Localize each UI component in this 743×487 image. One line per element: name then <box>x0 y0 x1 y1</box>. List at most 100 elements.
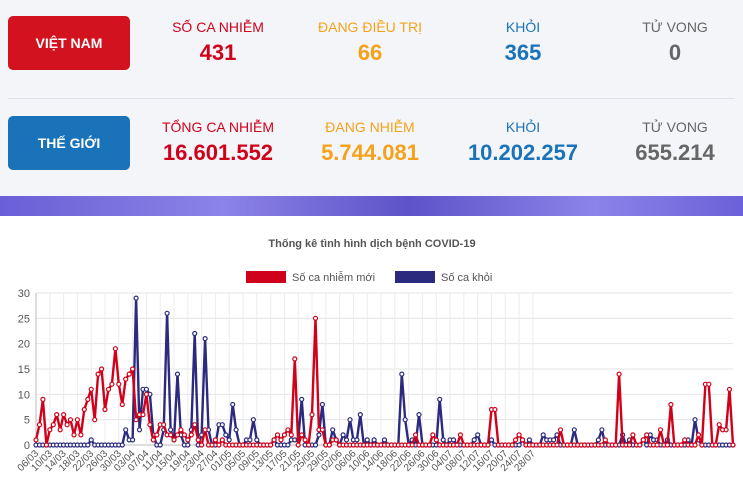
data-point-recovered[interactable] <box>164 310 170 316</box>
data-point-new-cases[interactable] <box>309 412 315 418</box>
data-point-new-cases[interactable] <box>509 442 515 448</box>
data-point-new-cases[interactable] <box>195 437 201 443</box>
data-point-new-cases[interactable] <box>692 442 698 448</box>
data-point-new-cases[interactable] <box>188 432 194 438</box>
data-point-new-cases[interactable] <box>292 356 298 362</box>
world-button[interactable]: THẾ GIỚI <box>8 116 130 170</box>
data-point-recovered[interactable] <box>371 437 377 443</box>
data-point-new-cases[interactable] <box>154 432 160 438</box>
data-point-new-cases[interactable] <box>81 406 87 413</box>
data-point-recovered[interactable] <box>133 295 139 301</box>
data-point-new-cases[interactable] <box>216 442 222 448</box>
data-point-recovered[interactable] <box>123 427 129 433</box>
data-point-recovered[interactable] <box>223 432 229 438</box>
data-point-recovered[interactable] <box>136 427 143 433</box>
data-point-recovered[interactable] <box>250 417 256 423</box>
data-point-new-cases[interactable] <box>185 437 191 443</box>
data-point-new-cases[interactable] <box>426 442 432 448</box>
data-point-recovered[interactable] <box>450 437 457 443</box>
data-point-new-cases[interactable] <box>413 432 419 438</box>
data-point-recovered[interactable] <box>285 442 291 448</box>
data-point-recovered[interactable] <box>219 422 225 428</box>
data-point-recovered[interactable] <box>85 442 91 448</box>
data-point-new-cases[interactable] <box>57 427 63 433</box>
data-point-new-cases[interactable] <box>74 417 81 423</box>
data-point-new-cases[interactable] <box>40 396 46 402</box>
data-point-new-cases[interactable] <box>640 437 646 443</box>
data-point-new-cases[interactable] <box>668 401 674 408</box>
data-point-new-cases[interactable] <box>278 437 284 443</box>
data-point-new-cases[interactable] <box>143 391 149 397</box>
data-point-recovered[interactable] <box>599 427 605 433</box>
data-point-new-cases[interactable] <box>302 437 308 443</box>
data-point-recovered[interactable] <box>571 427 577 433</box>
data-point-new-cases[interactable] <box>36 422 43 428</box>
data-point-new-cases[interactable] <box>33 437 39 443</box>
data-point-new-cases[interactable] <box>123 376 129 382</box>
data-point-new-cases[interactable] <box>126 371 132 377</box>
data-point-recovered[interactable] <box>516 442 522 448</box>
data-point-new-cases[interactable] <box>274 432 281 438</box>
data-point-recovered[interactable] <box>330 427 336 433</box>
data-point-recovered[interactable] <box>185 442 191 448</box>
data-point-recovered[interactable] <box>440 437 446 443</box>
data-point-new-cases[interactable] <box>630 432 636 438</box>
data-point-new-cases[interactable] <box>716 422 722 428</box>
data-point-recovered[interactable] <box>312 442 319 448</box>
data-point-new-cases[interactable] <box>492 406 498 413</box>
data-point-new-cases[interactable] <box>199 442 205 448</box>
data-point-recovered[interactable] <box>119 442 125 448</box>
data-point-new-cases[interactable] <box>664 442 671 448</box>
data-point-new-cases[interactable] <box>654 442 660 448</box>
data-point-new-cases[interactable] <box>92 417 98 423</box>
data-point-recovered[interactable] <box>130 437 136 443</box>
data-point-new-cases[interactable] <box>713 442 719 448</box>
data-point-new-cases[interactable] <box>485 442 491 448</box>
data-point-new-cases[interactable] <box>616 371 622 377</box>
data-point-new-cases[interactable] <box>433 437 439 443</box>
data-point-new-cases[interactable] <box>109 381 115 387</box>
data-point-recovered[interactable] <box>347 417 353 423</box>
data-point-recovered[interactable] <box>381 437 388 443</box>
data-point-new-cases[interactable] <box>644 432 650 438</box>
data-point-new-cases[interactable] <box>212 437 218 443</box>
data-point-recovered[interactable] <box>364 437 370 443</box>
data-point-new-cases[interactable] <box>171 437 177 443</box>
data-point-new-cases[interactable] <box>202 427 208 433</box>
data-point-new-cases[interactable] <box>43 442 50 448</box>
data-point-new-cases[interactable] <box>312 315 319 321</box>
data-point-new-cases[interactable] <box>306 442 312 448</box>
data-point-new-cases[interactable] <box>140 412 146 418</box>
data-point-new-cases[interactable] <box>85 396 91 402</box>
data-point-new-cases[interactable] <box>730 442 736 448</box>
data-point-recovered[interactable] <box>340 432 346 438</box>
data-point-recovered[interactable] <box>357 412 363 418</box>
data-point-new-cases[interactable] <box>319 427 325 433</box>
data-point-new-cases[interactable] <box>271 437 277 443</box>
data-point-new-cases[interactable] <box>682 437 688 443</box>
data-point-recovered[interactable] <box>226 437 232 443</box>
legend-label-recovered[interactable]: Số ca khỏi <box>441 272 492 284</box>
data-point-recovered[interactable] <box>299 396 305 402</box>
data-point-recovered[interactable] <box>540 432 546 438</box>
data-point-new-cases[interactable] <box>64 422 70 428</box>
data-point-new-cases[interactable] <box>699 442 705 448</box>
data-point-recovered[interactable] <box>550 437 557 443</box>
data-point-new-cases[interactable] <box>285 427 291 433</box>
data-point-recovered[interactable] <box>247 437 253 443</box>
legend-swatch-recovered[interactable] <box>395 271 435 283</box>
data-point-new-cases[interactable] <box>512 437 519 443</box>
data-point-new-cases[interactable] <box>161 422 167 428</box>
data-point-new-cases[interactable] <box>288 432 294 438</box>
data-point-recovered[interactable] <box>692 417 698 423</box>
data-point-new-cases[interactable] <box>47 427 53 433</box>
data-point-new-cases[interactable] <box>602 437 608 443</box>
data-point-new-cases[interactable] <box>695 432 702 438</box>
data-point-new-cases[interactable] <box>105 386 112 392</box>
data-point-new-cases[interactable] <box>102 406 108 413</box>
data-point-new-cases[interactable] <box>71 432 77 438</box>
data-point-recovered[interactable] <box>143 386 149 392</box>
data-point-recovered[interactable] <box>488 437 495 443</box>
data-point-recovered[interactable] <box>343 437 350 443</box>
data-point-new-cases[interactable] <box>67 417 74 423</box>
